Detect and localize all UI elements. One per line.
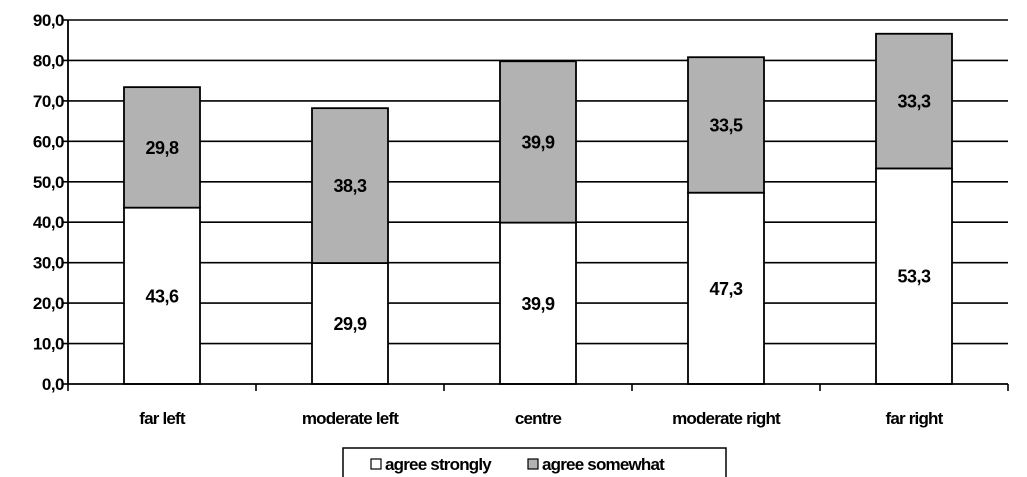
- bars: [123, 32, 953, 385]
- x-category-label: far left: [139, 409, 186, 428]
- legend-swatch-agree-strongly: [370, 458, 382, 470]
- x-category-label: moderate right: [672, 409, 781, 428]
- x-category-label: moderate left: [302, 409, 399, 428]
- y-tick-label: 30,0: [33, 254, 64, 273]
- data-labels: 43,6 29,8 29,9 38,3 39,9 39,9 47,3 33,5 53,3 33,3: [133, 89, 943, 336]
- y-axis-ticks: 0,0 10,0 20,0 30,0 40,0 50,0 60,0 70,0 80,0 90,0: [33, 11, 68, 394]
- data-label: 29,9: [333, 314, 367, 334]
- x-category-label: far right: [885, 409, 943, 428]
- legend-label-agree-somewhat: agree somewhat: [542, 455, 665, 474]
- axes: [67, 20, 1008, 385]
- data-label: 53,3: [897, 267, 931, 287]
- data-label-bg: [321, 311, 379, 336]
- data-label-bg: [885, 264, 943, 289]
- data-label: 39,9: [521, 132, 555, 152]
- y-tick-label: 50,0: [33, 173, 64, 192]
- data-label-bg: [697, 276, 755, 301]
- data-label-bg: [697, 112, 755, 137]
- data-label: 33,3: [897, 92, 931, 112]
- data-label-bg: [133, 283, 191, 308]
- data-label: 39,9: [521, 294, 555, 314]
- data-label-bg: [133, 135, 191, 160]
- y-tick-label: 70,0: [33, 92, 64, 111]
- y-tick-label: 90,0: [33, 11, 64, 30]
- x-category-label: centre: [515, 409, 562, 428]
- data-label: 43,6: [145, 286, 179, 306]
- data-label-bg: [321, 173, 379, 198]
- data-label: 38,3: [333, 176, 367, 196]
- y-tick-label: 10,0: [33, 335, 64, 354]
- y-tick-label: 40,0: [33, 213, 64, 232]
- data-label-bg: [509, 129, 567, 154]
- data-label-bg: [885, 89, 943, 114]
- y-tick-label: 60,0: [33, 132, 64, 151]
- x-axis-ticks: far left moderate left centre moderate righ…: [67, 384, 1009, 428]
- y-tick-label: 0,0: [42, 375, 64, 394]
- y-tick-label: 80,0: [33, 51, 64, 70]
- legend-swatch-agree-somewhat: [527, 458, 539, 470]
- legend: agree strongly agree somewhat: [342, 447, 727, 477]
- data-label: 47,3: [709, 279, 743, 299]
- data-label: 29,8: [145, 138, 179, 158]
- y-tick-label: 20,0: [33, 294, 64, 313]
- data-label: 33,5: [709, 115, 743, 135]
- legend-label-agree-strongly: agree strongly: [385, 455, 492, 474]
- data-label-bg: [509, 291, 567, 316]
